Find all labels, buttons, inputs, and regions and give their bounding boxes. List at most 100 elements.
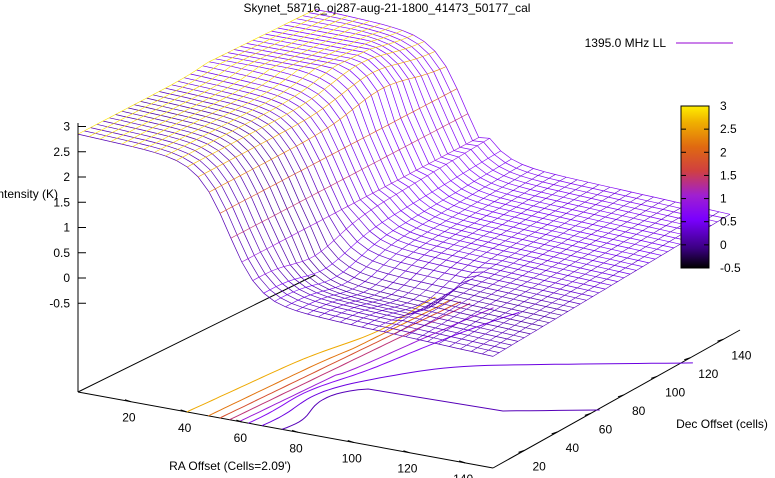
x-tick-mark: [180, 409, 187, 413]
colorbar-tick-label: 2: [720, 145, 727, 159]
surface-column-line: [77, 9, 316, 135]
surface-column-line: [460, 206, 698, 350]
z-tick-label: 0: [63, 271, 70, 285]
surface-column-line: [241, 137, 479, 263]
surface-column-line: [427, 199, 665, 342]
surface-column-line: [318, 174, 556, 318]
y-tick-mark: [551, 431, 558, 435]
contour-line: [281, 388, 600, 430]
surface-row-line: [177, 80, 593, 297]
surface-column-line: [230, 113, 469, 239]
surface-column-line: [471, 209, 709, 352]
contour-line: [208, 299, 451, 417]
surface-column-line: [154, 26, 392, 153]
surface-row-line: [102, 120, 518, 342]
y-tick-label: 120: [698, 367, 718, 381]
x-tick-mark: [403, 450, 410, 454]
surface-row-line: [165, 87, 581, 305]
surface-row-line: [77, 133, 494, 357]
y-tick-mark: [650, 375, 658, 379]
legend-entry-label: 1395.0 MHz LL: [585, 36, 667, 50]
colorbar-tick-label: 1: [720, 192, 727, 206]
z-tick-label: 2.5: [53, 145, 70, 159]
contour-line: [239, 307, 494, 423]
surface-row-line: [127, 107, 543, 327]
surface-column-line: [405, 194, 643, 337]
surface-column-line: [197, 51, 436, 178]
surface-row-line: [246, 43, 662, 256]
legend: 1395.0 MHz LL: [585, 36, 733, 50]
surface-column-line: [481, 211, 720, 355]
x-tick-label: 20: [122, 411, 136, 425]
contour-line: [219, 301, 461, 419]
z-tick-label: 0.5: [53, 246, 70, 260]
surface-column-line: [110, 15, 348, 142]
colorbar-ticks: 3 2.5 2 1.5 1 0.5 0 -0.5: [681, 99, 741, 275]
x-tick-label: 100: [342, 451, 362, 465]
z-tick-label: -0.5: [49, 296, 70, 310]
colorbar: 3 2.5 2 1.5 1 0.5 0 -0.5: [680, 99, 741, 275]
z-tick-label: 2: [63, 170, 70, 184]
z-tick-label: 1: [63, 221, 70, 235]
y-tick-label: 140: [731, 348, 751, 362]
base-axes: [77, 274, 741, 469]
surface-column-line: [394, 191, 632, 335]
surface-row-line: [171, 84, 587, 301]
contour-line: [248, 311, 520, 424]
surface-column-line: [187, 41, 425, 168]
y-tick-label: 40: [566, 441, 580, 455]
surface-column-line: [285, 164, 523, 308]
surface-row-line: [252, 39, 668, 253]
surface-row-line: [90, 127, 506, 350]
surface-column-line: [274, 158, 512, 302]
y-tick-mark: [717, 338, 724, 342]
contour-line: [229, 302, 471, 421]
surface-column-line: [121, 18, 359, 145]
y-tick-mark: [617, 394, 625, 398]
surface-row-line: [146, 97, 562, 316]
surface-row-line: [115, 114, 531, 335]
surface-column-line: [339, 179, 578, 323]
x-tick-label: 80: [289, 441, 303, 455]
surface-column-line: [252, 138, 490, 281]
x-axis-line: [77, 391, 494, 469]
surface-row-line: [314, 9, 731, 215]
surface-column-line: [208, 66, 447, 193]
y-axis-ticks: 20 40 60 80 100 120 140: [518, 338, 752, 473]
surface-column-line: [416, 196, 654, 340]
surface-row-line: [96, 123, 512, 346]
surface-column-line: [329, 176, 567, 320]
x-axis-ticks: 20 40 60 80 100 120 140: [122, 399, 473, 478]
surface-column-line: [307, 171, 545, 315]
x-tick-mark: [347, 440, 354, 443]
z-tick-label: 1.5: [53, 195, 70, 209]
colorbar-tick-label: 0.5: [720, 215, 737, 229]
x-tick-mark: [124, 399, 132, 403]
y-tick-mark: [684, 357, 691, 361]
y-tick-label: 100: [665, 385, 685, 399]
z-tick-label: 3: [63, 120, 70, 134]
y-tick-label: 20: [532, 459, 546, 473]
surface-mesh: [77, 9, 731, 357]
colorbar-tick-label: 3: [720, 99, 727, 113]
z-axis: 3 2.5 2 1.5 1 0.5 0 -0.5: [49, 120, 86, 392]
surface-column-line: [350, 181, 589, 325]
surface-column-line: [165, 30, 403, 157]
x-tick-label: 40: [178, 421, 192, 435]
x-tick-label: 140: [453, 472, 473, 478]
surface-column-line: [449, 204, 687, 347]
y-axis-label: Dec Offset (cells): [676, 417, 768, 431]
y-tick-mark: [518, 449, 525, 453]
surface-column-line: [219, 88, 458, 214]
surface-column-line: [438, 201, 676, 345]
x-tick-mark: [458, 460, 466, 464]
colorbar-tick-label: -0.5: [720, 261, 741, 275]
x-axis-label: RA Offset (Cells=2.09'): [169, 459, 291, 473]
surface-row-line: [183, 77, 600, 294]
surface-column-line: [176, 34, 414, 161]
surface-column-line: [132, 20, 370, 147]
contour-line: [261, 362, 693, 427]
y-tick-mark: [584, 412, 591, 416]
base-contours: [186, 296, 693, 430]
base-back-left-edge: [77, 274, 316, 393]
